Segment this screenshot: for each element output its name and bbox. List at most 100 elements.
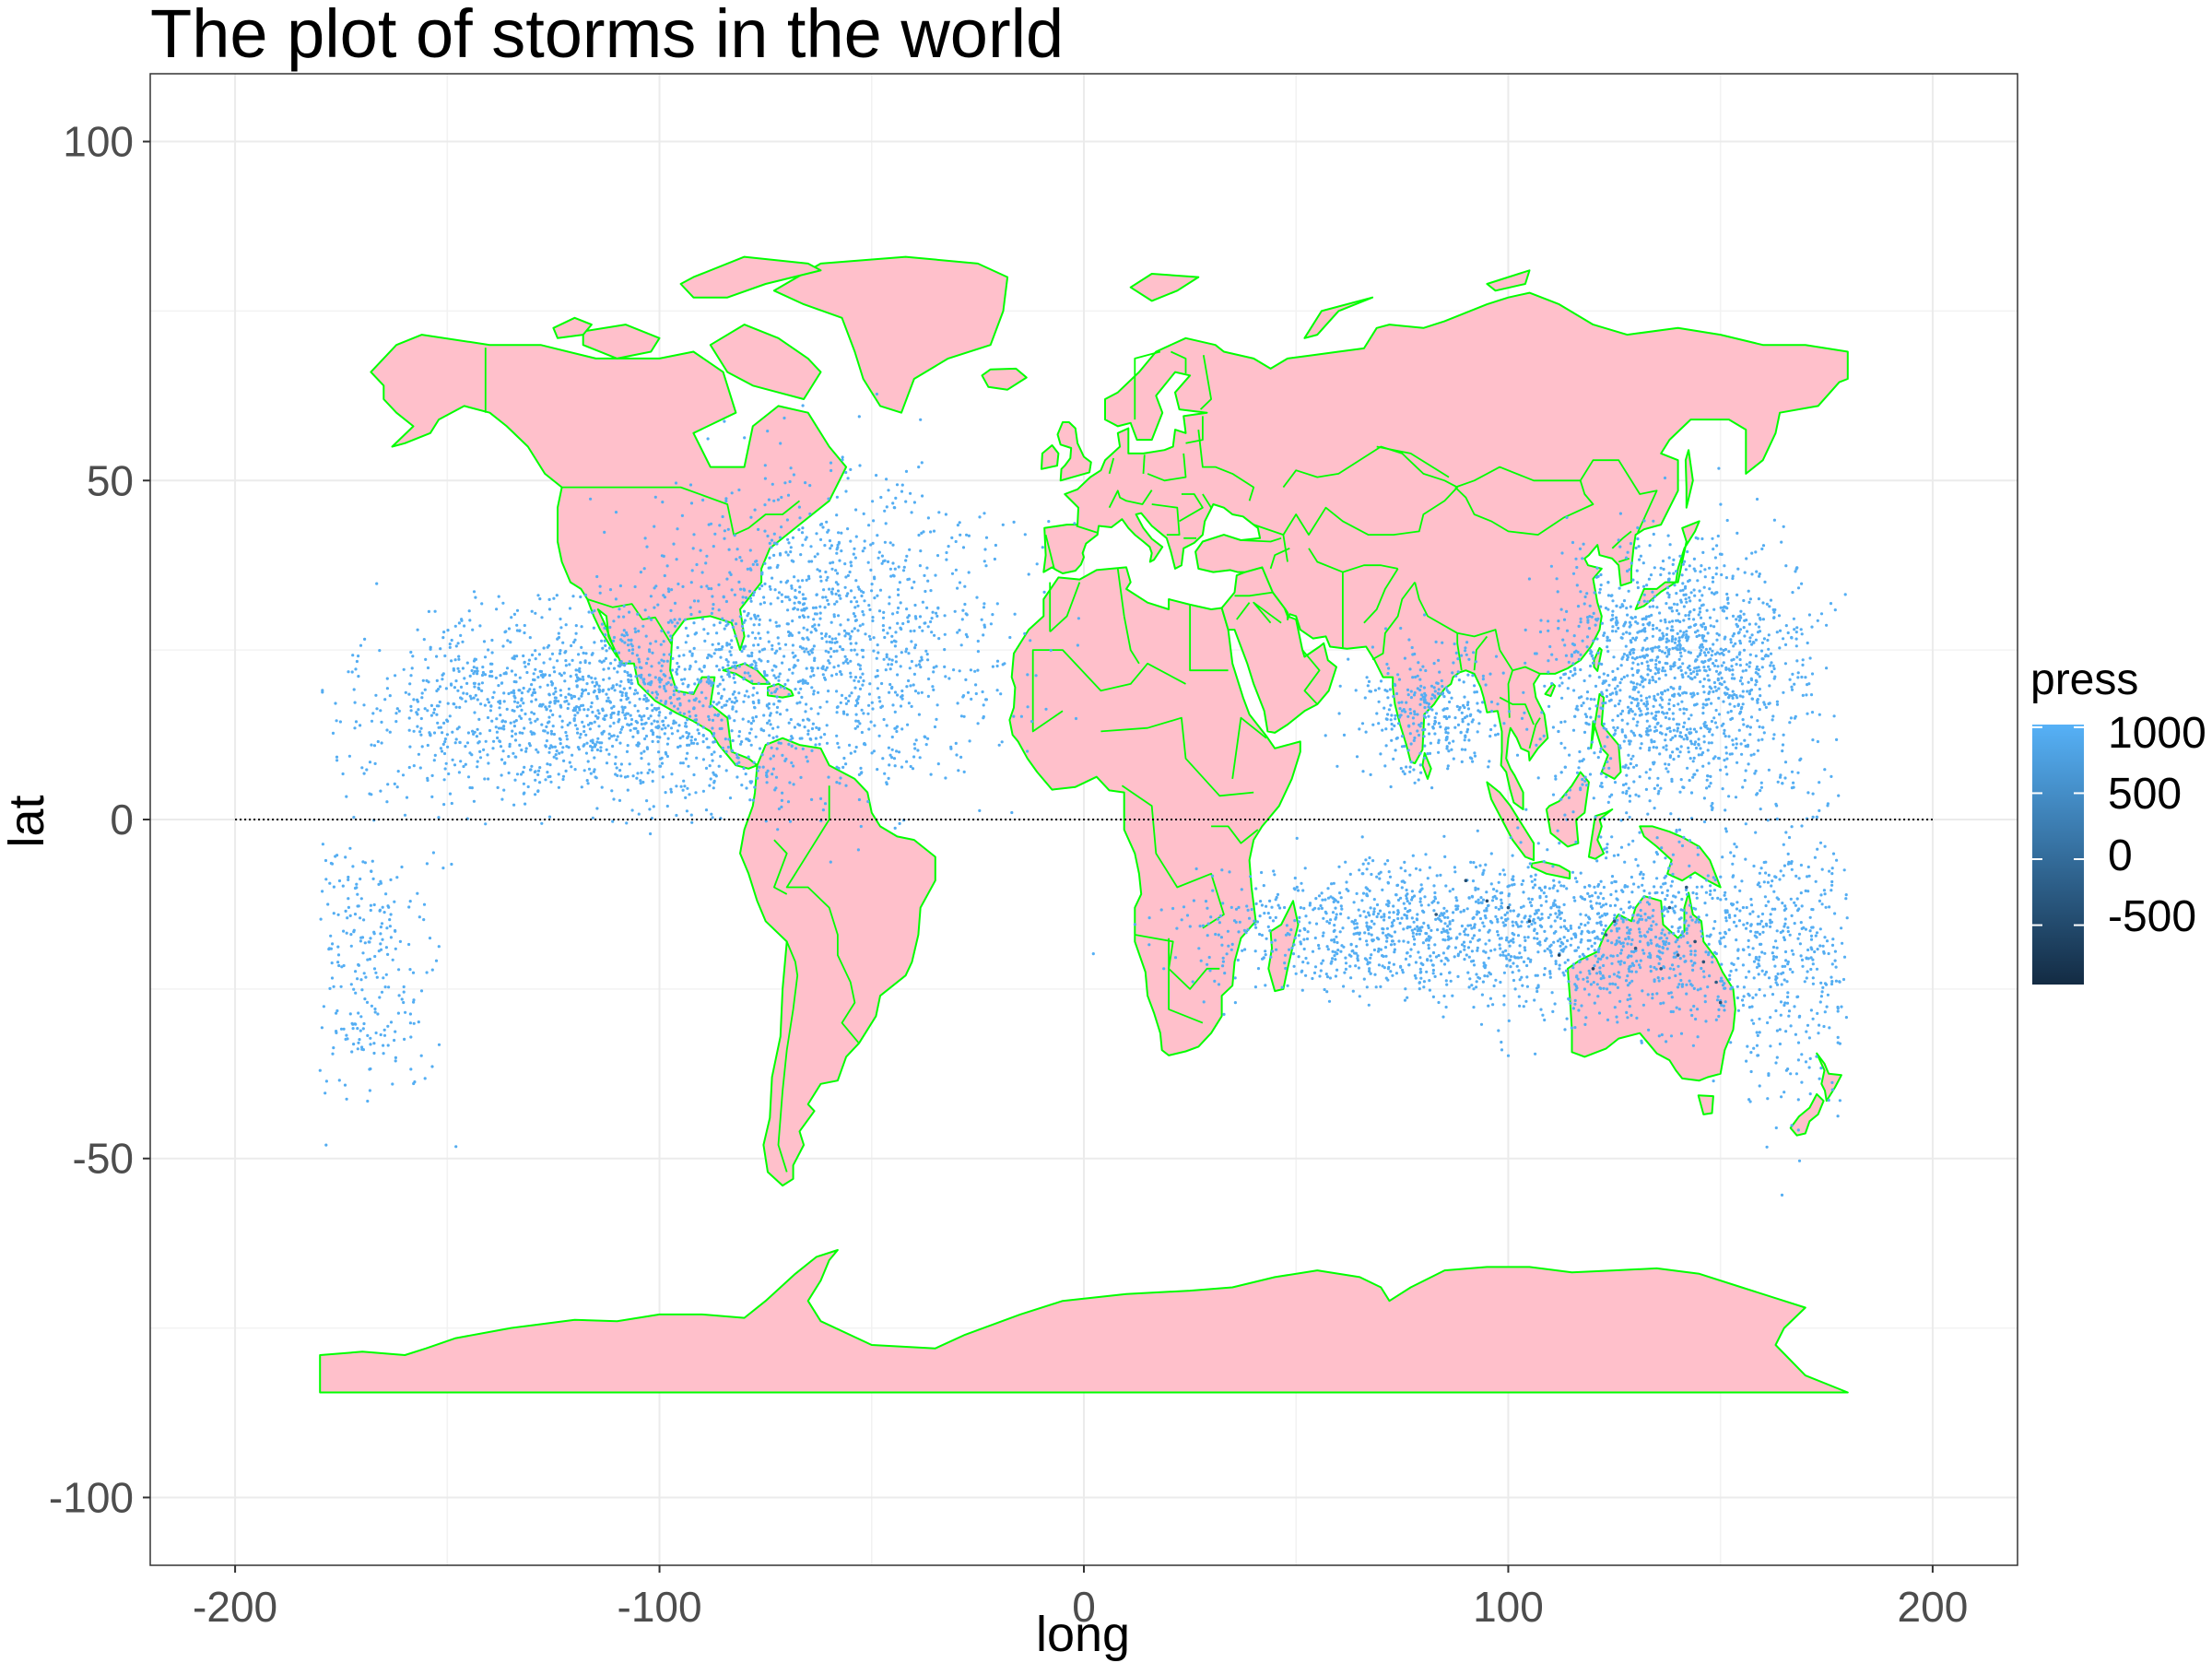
storm-point	[1639, 747, 1641, 749]
storm-point	[1456, 705, 1459, 708]
storm-point	[1812, 816, 1815, 819]
storm-point	[807, 575, 810, 578]
storm-point	[1761, 666, 1764, 668]
storm-point	[618, 616, 620, 619]
storm-point	[1595, 567, 1598, 570]
storm-point	[1745, 769, 1747, 772]
storm-point	[855, 699, 858, 702]
storm-point	[1600, 584, 1603, 586]
storm-point	[656, 604, 659, 607]
storm-point	[1394, 714, 1396, 717]
storm-point	[856, 629, 859, 631]
storm-point	[1755, 679, 1758, 682]
storm-point	[1714, 591, 1717, 594]
storm-point	[625, 821, 628, 824]
storm-point	[1692, 760, 1695, 762]
storm-point	[1688, 668, 1691, 671]
storm-point	[625, 713, 628, 715]
storm-point	[1397, 702, 1400, 704]
storm-point	[740, 650, 743, 653]
storm-point	[565, 770, 568, 773]
storm-point	[1340, 896, 1343, 899]
storm-point	[657, 714, 660, 716]
storm-point	[1626, 942, 1629, 945]
storm-point	[1419, 725, 1422, 727]
storm-point	[547, 731, 549, 734]
storm-point	[1550, 682, 1553, 685]
storm-point	[982, 512, 985, 514]
storm-point	[720, 719, 723, 722]
storm-point	[1304, 957, 1307, 960]
storm-point	[700, 585, 702, 588]
storm-point	[978, 809, 981, 812]
storm-point	[686, 787, 688, 790]
storm-point	[1780, 541, 1783, 544]
storm-point	[1730, 641, 1733, 643]
storm-point	[810, 560, 813, 562]
storm-point	[803, 616, 806, 619]
storm-point	[1738, 712, 1741, 714]
storm-point	[812, 692, 815, 695]
storm-point	[1743, 626, 1746, 629]
storm-point	[334, 702, 336, 704]
storm-point	[666, 805, 669, 808]
storm-point	[862, 679, 865, 682]
storm-point	[1583, 602, 1586, 605]
storm-point	[900, 766, 903, 769]
storm-point	[606, 697, 609, 700]
storm-point	[470, 669, 473, 672]
storm-point	[469, 695, 472, 698]
storm-point	[984, 564, 987, 567]
storm-point	[1539, 631, 1542, 633]
storm-point	[1800, 628, 1803, 631]
storm-point	[529, 768, 532, 771]
storm-point	[1440, 973, 1442, 975]
storm-point	[1640, 694, 1642, 697]
storm-point	[1710, 702, 1712, 705]
storm-point	[449, 793, 452, 796]
storm-point	[959, 669, 961, 672]
storm-point	[737, 581, 740, 584]
storm-point	[420, 696, 423, 699]
storm-point	[1494, 979, 1497, 982]
storm-point	[1586, 690, 1589, 693]
storm-point	[711, 595, 713, 597]
storm-point	[1390, 785, 1393, 788]
storm-point	[653, 607, 655, 609]
storm-point	[1591, 741, 1594, 744]
storm-point	[1637, 601, 1640, 604]
storm-point	[892, 574, 895, 577]
storm-point	[596, 717, 599, 720]
storm-point	[1430, 697, 1433, 700]
storm-point	[640, 752, 642, 755]
storm-point	[920, 656, 923, 659]
storm-point	[788, 781, 791, 784]
storm-point	[1390, 739, 1393, 742]
storm-point	[1666, 689, 1669, 691]
storm-point	[1525, 964, 1528, 967]
storm-point	[575, 624, 578, 627]
storm-point	[375, 707, 378, 710]
storm-point	[768, 707, 771, 710]
storm-point	[565, 664, 568, 666]
storm-point	[603, 718, 606, 721]
storm-point	[967, 691, 970, 694]
storm-point	[841, 455, 844, 458]
storm-point	[457, 655, 460, 658]
storm-point	[1808, 613, 1811, 616]
storm-point	[1463, 696, 1465, 699]
storm-point	[1712, 576, 1714, 579]
storm-point	[1471, 674, 1474, 677]
storm-point	[1615, 630, 1618, 632]
storm-point	[1012, 715, 1015, 718]
storm-point	[713, 714, 716, 716]
storm-point	[466, 741, 469, 744]
storm-point	[884, 560, 887, 562]
storm-point	[1461, 748, 1464, 750]
storm-point	[1524, 662, 1526, 665]
storm-point	[1580, 620, 1583, 623]
storm-point	[1717, 467, 1720, 470]
storm-point	[744, 645, 747, 648]
storm-point	[430, 796, 433, 798]
storm-point	[351, 654, 354, 656]
